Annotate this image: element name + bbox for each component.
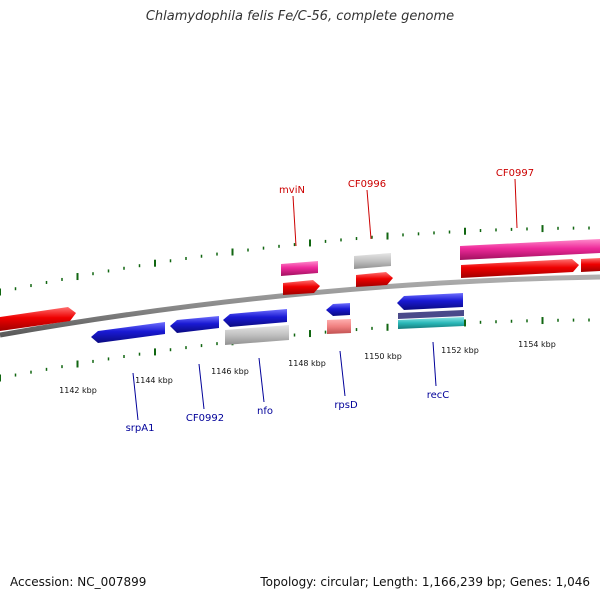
- CF0997-gene-arrow[interactable]: [461, 259, 579, 278]
- scale-label-1152: 1152 kbp: [441, 346, 479, 355]
- CF0996-gene-arrow[interactable]: [356, 272, 393, 287]
- CF0996-callout: [366, 189, 372, 240]
- scale-label-1150: 1150 kbp: [364, 352, 402, 361]
- gene-label-CF0992: CF0992: [186, 413, 224, 424]
- recC-gene-arrow[interactable]: [397, 293, 463, 310]
- gene-label-srpA1: srpA1: [126, 423, 155, 434]
- gene-label-recC: recC: [427, 390, 450, 401]
- forward-gene-arrow[interactable]: [0, 307, 76, 331]
- gene-label-CF0996: CF0996: [348, 179, 386, 190]
- scale-label-1142: 1142 kbp: [59, 386, 97, 395]
- mviN-gene-arrow[interactable]: [283, 280, 320, 295]
- accession-text: Accession: NC_007899: [10, 575, 147, 589]
- inner-tick-row: [0, 317, 590, 382]
- rpsD-rna-feature[interactable]: [327, 319, 351, 334]
- CF0997-rna-feature[interactable]: [460, 239, 600, 260]
- nfo-callout: [258, 357, 265, 403]
- rpsD-callout: [339, 350, 346, 397]
- mviN-callout: [292, 195, 297, 247]
- scale-label-1144: 1144 kbp: [135, 376, 173, 385]
- scale-label-1148: 1148 kbp: [288, 359, 326, 368]
- genome-stats-text: Topology: circular; Length: 1,166,239 bp…: [260, 575, 590, 589]
- gene-label-mviN: mviN: [279, 185, 305, 196]
- gene-label-CF0997: CF0997: [496, 168, 534, 179]
- genome-backbone: [0, 274, 600, 338]
- CF0996-pseudo-feature[interactable]: [354, 253, 391, 269]
- srpA1-callout: [132, 372, 139, 421]
- nfo-pseudo-feature[interactable]: [225, 325, 289, 345]
- scale-label-1146: 1146 kbp: [211, 367, 249, 376]
- CF0992-gene-arrow[interactable]: [170, 316, 219, 333]
- map-title: Chlamydophila felis Fe/C-56, complete ge…: [145, 9, 455, 24]
- outer-tick-row: [0, 225, 590, 296]
- gene-label-rpsD: rpsD: [334, 400, 358, 411]
- recC-misc-feature[interactable]: [398, 310, 464, 319]
- gene-label-nfo: nfo: [257, 406, 273, 417]
- recC-callout: [432, 341, 437, 387]
- forward-gene-arrow-edge[interactable]: [581, 258, 600, 272]
- mviN-rna-feature[interactable]: [281, 261, 318, 276]
- CF0997-callout: [514, 178, 518, 229]
- srpA1-gene-arrow[interactable]: [91, 322, 165, 343]
- nfo-gene-arrow[interactable]: [223, 309, 287, 327]
- scale-label-1154: 1154 kbp: [518, 340, 556, 349]
- rpsD-gene-arrow[interactable]: [326, 303, 350, 316]
- CF0992-callout: [198, 363, 205, 410]
- recC-misc-feature-2[interactable]: [398, 317, 464, 329]
